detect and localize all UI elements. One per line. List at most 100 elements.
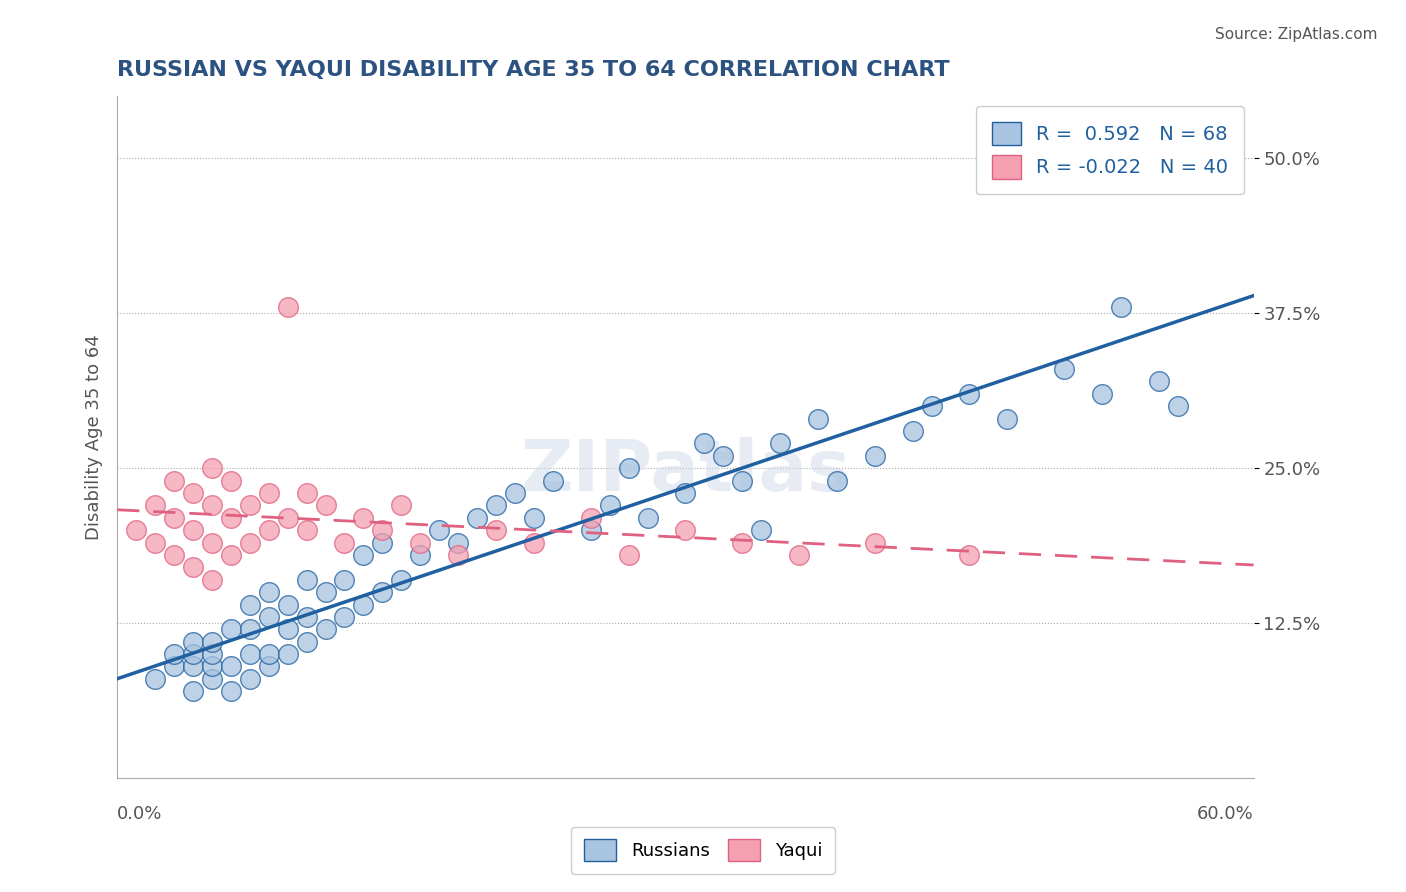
Point	[807, 411, 830, 425]
Point	[371, 535, 394, 549]
Point	[637, 510, 659, 524]
Point	[371, 585, 394, 599]
Point	[163, 659, 186, 673]
Point	[181, 647, 204, 661]
Point	[295, 486, 318, 500]
Point	[901, 424, 924, 438]
Point	[125, 523, 148, 537]
Point	[673, 486, 696, 500]
Point	[181, 684, 204, 698]
Point	[181, 560, 204, 574]
Point	[409, 535, 432, 549]
Point	[239, 672, 262, 686]
Point	[163, 474, 186, 488]
Point	[673, 523, 696, 537]
Point	[352, 598, 374, 612]
Point	[257, 610, 280, 624]
Point	[257, 647, 280, 661]
Y-axis label: Disability Age 35 to 64: Disability Age 35 to 64	[86, 334, 103, 540]
Point	[409, 548, 432, 562]
Text: Source: ZipAtlas.com: Source: ZipAtlas.com	[1215, 27, 1378, 42]
Point	[295, 573, 318, 587]
Point	[485, 499, 508, 513]
Point	[219, 659, 242, 673]
Point	[1091, 387, 1114, 401]
Point	[617, 461, 640, 475]
Point	[181, 634, 204, 648]
Point	[239, 647, 262, 661]
Point	[315, 585, 337, 599]
Point	[277, 510, 299, 524]
Point	[1109, 300, 1132, 314]
Point	[201, 634, 224, 648]
Point	[485, 523, 508, 537]
Point	[959, 548, 981, 562]
Point	[333, 573, 356, 587]
Point	[143, 535, 166, 549]
Point	[787, 548, 810, 562]
Point	[769, 436, 792, 450]
Point	[239, 622, 262, 636]
Point	[959, 387, 981, 401]
Point	[181, 486, 204, 500]
Point	[1205, 152, 1227, 166]
Point	[163, 647, 186, 661]
Point	[201, 535, 224, 549]
Point	[447, 535, 470, 549]
Point	[599, 499, 621, 513]
Point	[277, 647, 299, 661]
Point	[315, 622, 337, 636]
Point	[352, 510, 374, 524]
Text: ZIPatlas: ZIPatlas	[520, 437, 851, 506]
Point	[523, 510, 546, 524]
Point	[1147, 375, 1170, 389]
Legend: Russians, Yaqui: Russians, Yaqui	[571, 827, 835, 874]
Point	[333, 610, 356, 624]
Point	[201, 461, 224, 475]
Point	[257, 486, 280, 500]
Point	[1053, 362, 1076, 376]
Point	[617, 548, 640, 562]
Point	[447, 548, 470, 562]
Point	[579, 510, 602, 524]
Point	[239, 499, 262, 513]
Point	[295, 634, 318, 648]
Point	[181, 523, 204, 537]
Point	[219, 622, 242, 636]
Point	[219, 474, 242, 488]
Point	[731, 474, 754, 488]
Point	[257, 659, 280, 673]
Point	[541, 474, 564, 488]
Point	[295, 610, 318, 624]
Text: 60.0%: 60.0%	[1197, 805, 1254, 823]
Point	[389, 573, 412, 587]
Point	[143, 499, 166, 513]
Point	[579, 523, 602, 537]
Point	[333, 535, 356, 549]
Legend: R =  0.592   N = 68, R = -0.022   N = 40: R = 0.592 N = 68, R = -0.022 N = 40	[976, 106, 1244, 194]
Point	[711, 449, 734, 463]
Point	[219, 548, 242, 562]
Point	[389, 499, 412, 513]
Point	[201, 659, 224, 673]
Point	[523, 535, 546, 549]
Text: RUSSIAN VS YAQUI DISABILITY AGE 35 TO 64 CORRELATION CHART: RUSSIAN VS YAQUI DISABILITY AGE 35 TO 64…	[117, 60, 950, 79]
Point	[503, 486, 526, 500]
Point	[277, 622, 299, 636]
Point	[863, 449, 886, 463]
Point	[143, 672, 166, 686]
Text: 0.0%: 0.0%	[117, 805, 163, 823]
Point	[731, 535, 754, 549]
Point	[315, 499, 337, 513]
Point	[239, 535, 262, 549]
Point	[277, 598, 299, 612]
Point	[921, 399, 943, 413]
Point	[257, 585, 280, 599]
Point	[201, 499, 224, 513]
Point	[239, 598, 262, 612]
Point	[277, 300, 299, 314]
Point	[465, 510, 488, 524]
Point	[163, 548, 186, 562]
Point	[863, 535, 886, 549]
Point	[749, 523, 772, 537]
